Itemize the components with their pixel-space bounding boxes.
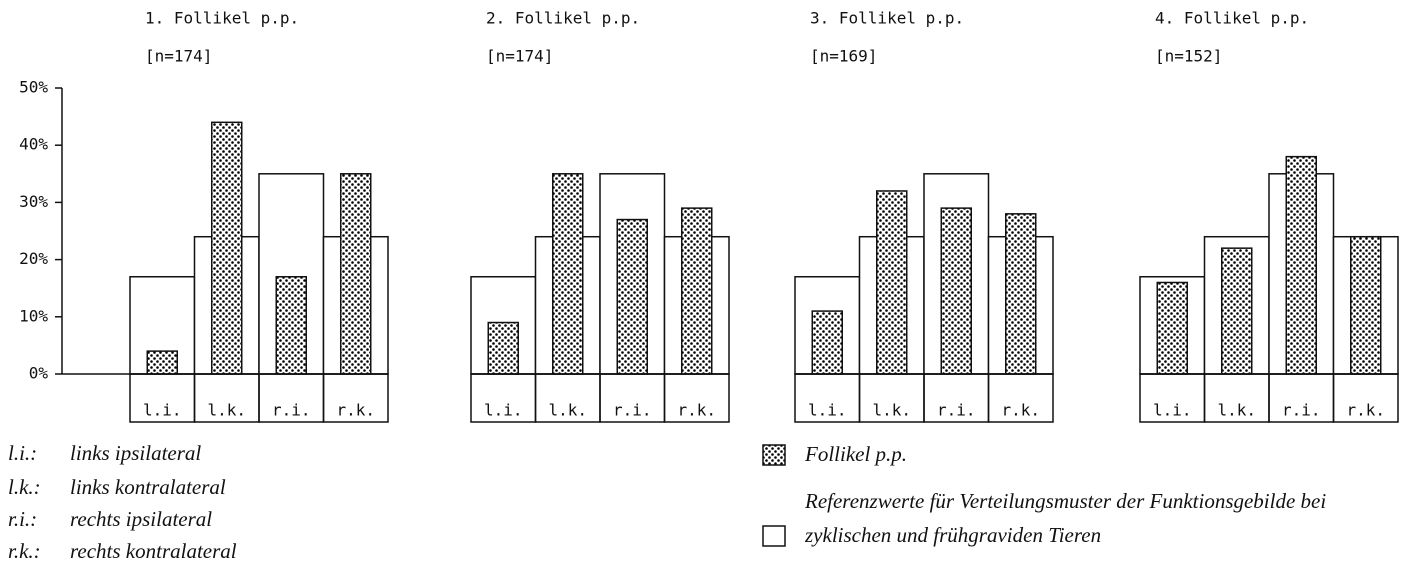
key-text: links ipsilateral xyxy=(70,441,201,465)
legend-swatch xyxy=(762,525,786,547)
follicle-bar xyxy=(940,207,972,375)
follicle-bar xyxy=(146,350,178,375)
x-tick-label: l.i. xyxy=(1153,401,1192,420)
legend-label: Follikel p.p. xyxy=(804,442,907,466)
x-tick-label: r.k. xyxy=(336,401,375,420)
key-abbr: r.i.: xyxy=(8,507,37,531)
x-tick-label: l.k. xyxy=(548,401,587,420)
legend-label: Referenzwerte für Verteilungsmuster der … xyxy=(805,489,1327,547)
x-tick-label: l.i. xyxy=(808,401,847,420)
y-tick-label: 40% xyxy=(19,135,48,154)
x-tick-label: r.k. xyxy=(677,401,716,420)
follicle-bar xyxy=(552,173,584,375)
follicle-bar xyxy=(487,321,519,375)
follicle-bar xyxy=(681,207,713,375)
x-tick-label: r.i. xyxy=(937,401,976,420)
follicle-bar xyxy=(1350,235,1382,375)
follicle-bar xyxy=(1285,155,1317,375)
legend-swatch xyxy=(762,444,786,466)
x-tick-label: r.i. xyxy=(272,401,311,420)
key-text: links kontralateral xyxy=(70,475,226,499)
follicle-bar xyxy=(876,190,908,375)
y-tick-label: 0% xyxy=(29,364,49,383)
follicle-bar xyxy=(211,121,243,375)
x-tick-label: l.k. xyxy=(872,401,911,420)
follicle-bar xyxy=(340,173,372,375)
key-abbr: l.i.: xyxy=(8,441,37,465)
follicle-bar xyxy=(1221,247,1253,375)
follicle-bar xyxy=(1156,281,1188,375)
y-tick-label: 20% xyxy=(19,249,48,268)
panel-title: 4. Follikel p.p. xyxy=(1155,9,1309,28)
panel-subtitle: [n=174] xyxy=(486,47,553,66)
x-tick-label: r.k. xyxy=(1001,401,1040,420)
x-tick-label: r.i. xyxy=(1282,401,1321,420)
panel-title: 3. Follikel p.p. xyxy=(810,9,964,28)
x-tick-label: l.k. xyxy=(207,401,246,420)
key-abbr: l.k.: xyxy=(8,475,41,499)
x-tick-label: r.i. xyxy=(613,401,652,420)
legend-label-box: Referenzwerte für Verteilungsmuster der … xyxy=(805,489,1327,547)
y-tick-label: 10% xyxy=(19,306,48,325)
panel-subtitle: [n=174] xyxy=(145,47,212,66)
x-tick-label: r.k. xyxy=(1346,401,1385,420)
x-tick-label: l.k. xyxy=(1217,401,1256,420)
follicle-bar xyxy=(1005,213,1037,375)
key-text: rechts ipsilateral xyxy=(70,507,212,531)
follicle-bar xyxy=(616,218,648,375)
x-tick-label: l.i. xyxy=(143,401,182,420)
key-abbr: r.k.: xyxy=(8,539,41,563)
panel-subtitle: [n=152] xyxy=(1155,47,1222,66)
key-text: rechts kontralateral xyxy=(70,539,237,563)
panel-subtitle: [n=169] xyxy=(810,47,877,66)
panel-title: 1. Follikel p.p. xyxy=(145,9,299,28)
y-tick-label: 50% xyxy=(19,78,48,97)
follicle-bar xyxy=(811,310,843,375)
panel-title: 2. Follikel p.p. xyxy=(486,9,640,28)
x-tick-label: l.i. xyxy=(484,401,523,420)
follicle-bar xyxy=(275,276,307,375)
y-tick-label: 30% xyxy=(19,192,48,211)
